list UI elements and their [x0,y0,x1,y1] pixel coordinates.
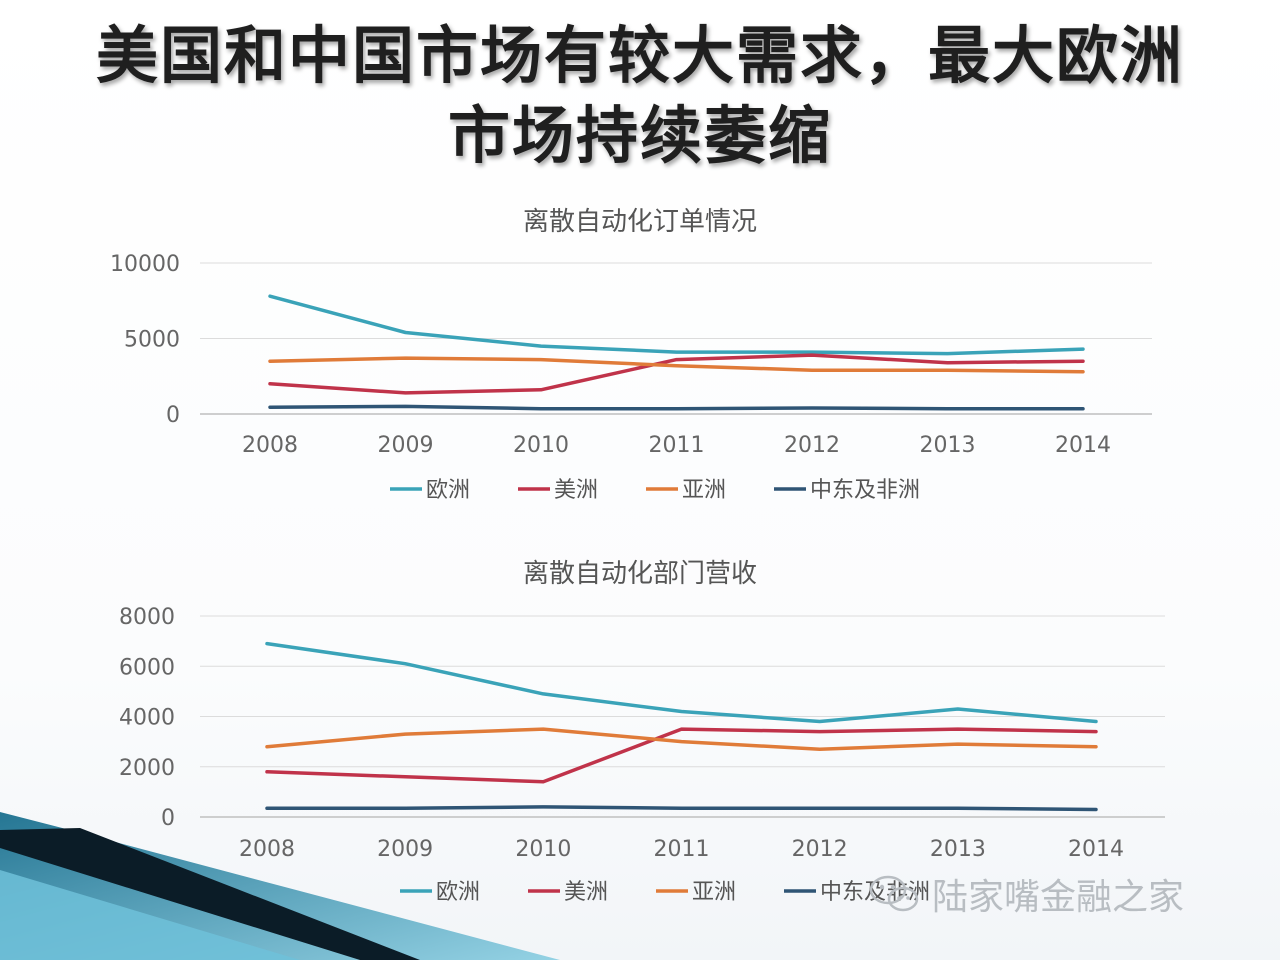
legend-label: 亚洲 [692,880,736,905]
y-tick-label: 5000 [124,328,180,353]
wechat-icon [869,875,919,912]
legend-label: 欧洲 [426,478,470,503]
series-line [265,641,1098,724]
x-tick-label: 2012 [792,837,848,862]
legend-label: 中东及非洲 [810,478,920,503]
revenue-line-chart: 离散自动化部门营收 0 2000 4000 6000 8000 2008 2009 2010 20… [119,559,1165,905]
x-tick-label: 2008 [239,837,295,862]
decor-light-band [0,870,300,960]
y-tick-label: 10000 [110,252,180,277]
watermark-text: 陆家嘴金融之家 [932,877,1185,918]
slide-title-line-1: 美国和中国市场有较大需求，最大欧洲 [95,19,1184,92]
y-tick-label: 4000 [119,706,175,731]
legend-label: 中东及非洲 [820,880,930,905]
slide-title: 美国和中国市场有较大需求，最大欧洲 市场持续萎缩 [0,16,1280,176]
x-tick-label: 2014 [1055,433,1111,458]
y-tick-label: 0 [166,403,180,428]
legend-label: 欧洲 [436,880,480,905]
revenue-chart-container: 离散自动化部门营收 0 2000 4000 6000 8000 2008 2009 2010 20… [0,545,1280,919]
series-line [268,356,1085,374]
orders-line-chart: 离散自动化订单情况 0 5000 10000 2008 2009 2010 2011 2012 2… [110,207,1152,503]
legend-label: 美洲 [564,880,608,905]
series-line [265,727,1098,784]
x-tick-label: 2010 [515,837,571,862]
slide-title-line-2: 市场持续萎缩 [447,99,832,172]
chart-title: 离散自动化部门营收 [523,559,757,589]
watermark: 陆家嘴金融之家 [868,870,1184,918]
orders-chart-container: 离散自动化订单情况 0 5000 10000 2008 2009 2010 2011 2012 2… [0,190,1280,534]
legend-label: 亚洲 [682,478,726,503]
x-tick-label: 2011 [649,433,705,458]
y-tick-label: 6000 [119,655,175,680]
x-tick-label: 2011 [654,837,710,862]
y-tick-label: 8000 [119,605,175,630]
series-line [268,353,1085,395]
x-tick-label: 2013 [920,433,976,458]
x-tick-label: 2013 [930,837,986,862]
series-line [268,404,1085,411]
x-tick-label: 2014 [1068,837,1124,862]
series-line [265,727,1098,751]
x-tick-label: 2012 [784,433,840,458]
x-tick-label: 2009 [378,433,434,458]
x-tick-label: 2008 [242,433,298,458]
x-tick-label: 2009 [377,837,433,862]
legend-label: 美洲 [554,478,598,503]
y-tick-label: 2000 [119,756,175,781]
y-tick-label: 0 [161,806,175,831]
decor-dark-stripe [0,828,420,960]
series-line [268,294,1085,356]
x-tick-label: 2010 [513,433,569,458]
chart-title: 离散自动化订单情况 [523,207,757,237]
series-line [265,805,1098,812]
